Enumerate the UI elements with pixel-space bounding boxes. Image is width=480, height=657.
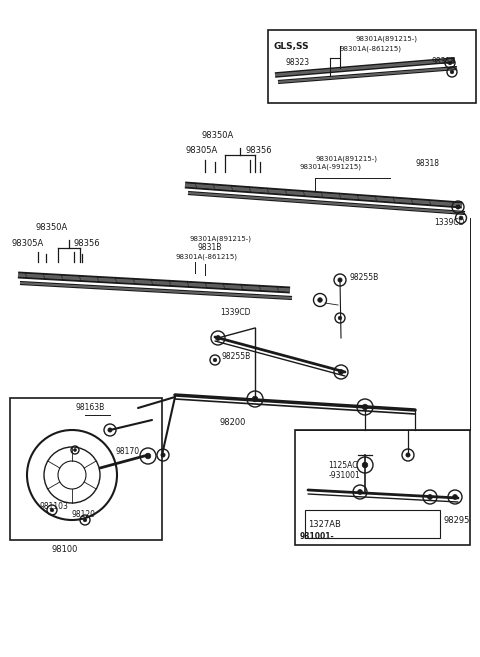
Text: 981103: 981103 — [40, 502, 69, 511]
Text: 98100: 98100 — [52, 545, 78, 554]
Text: 1327AB: 1327AB — [308, 520, 341, 529]
Circle shape — [83, 518, 87, 522]
Text: GLS,SS: GLS,SS — [273, 42, 309, 51]
Circle shape — [448, 61, 452, 65]
Circle shape — [456, 205, 460, 209]
Circle shape — [213, 358, 217, 362]
Text: 98301A(891215-): 98301A(891215-) — [315, 156, 377, 162]
Circle shape — [362, 463, 368, 468]
Text: 98255B: 98255B — [222, 352, 251, 361]
Text: -931001: -931001 — [328, 472, 360, 480]
Text: 1339CD: 1339CD — [220, 308, 251, 317]
Text: 98356: 98356 — [74, 239, 101, 248]
Text: 9831B: 9831B — [198, 243, 222, 252]
Text: 98301A(891215-): 98301A(891215-) — [190, 235, 252, 242]
Circle shape — [161, 453, 165, 457]
Text: 98305A: 98305A — [185, 146, 217, 155]
Circle shape — [216, 336, 220, 340]
Circle shape — [459, 216, 463, 220]
Text: 98301A(-991215): 98301A(-991215) — [300, 164, 362, 170]
Circle shape — [73, 449, 76, 451]
Text: 1125AC: 1125AC — [328, 461, 358, 470]
Text: 98318: 98318 — [432, 57, 456, 66]
Circle shape — [362, 404, 368, 410]
Circle shape — [338, 316, 342, 320]
Text: 98356: 98356 — [245, 146, 272, 155]
Text: 98350A: 98350A — [202, 131, 234, 140]
Text: 98170: 98170 — [115, 447, 139, 456]
Text: 98301A(-861215): 98301A(-861215) — [175, 254, 237, 260]
Circle shape — [338, 369, 344, 374]
Text: 98323: 98323 — [285, 58, 309, 67]
Circle shape — [252, 396, 258, 402]
Circle shape — [358, 489, 362, 495]
Bar — [268, 30, 476, 103]
Circle shape — [338, 278, 342, 282]
Text: 98350A: 98350A — [36, 223, 68, 232]
Circle shape — [450, 70, 454, 74]
Bar — [305, 510, 440, 538]
Circle shape — [453, 495, 457, 499]
Text: 98163B: 98163B — [75, 403, 104, 412]
Text: 98305A: 98305A — [12, 239, 44, 248]
Circle shape — [428, 495, 432, 499]
Circle shape — [406, 453, 410, 457]
Circle shape — [145, 453, 151, 459]
Circle shape — [318, 298, 322, 302]
Text: 98200: 98200 — [220, 418, 246, 427]
Text: 98255B: 98255B — [350, 273, 379, 281]
Text: 98120: 98120 — [72, 510, 96, 519]
Circle shape — [50, 509, 54, 512]
Text: 1339CD: 1339CD — [434, 218, 465, 227]
Text: 931001-: 931001- — [300, 532, 335, 541]
Text: 98301A(-861215): 98301A(-861215) — [340, 46, 402, 53]
Text: 98301A(891215-): 98301A(891215-) — [355, 36, 417, 43]
Bar — [295, 430, 470, 545]
Text: 98318: 98318 — [415, 159, 439, 168]
Bar — [10, 398, 162, 540]
Circle shape — [108, 428, 112, 432]
Text: 98295: 98295 — [444, 516, 470, 525]
